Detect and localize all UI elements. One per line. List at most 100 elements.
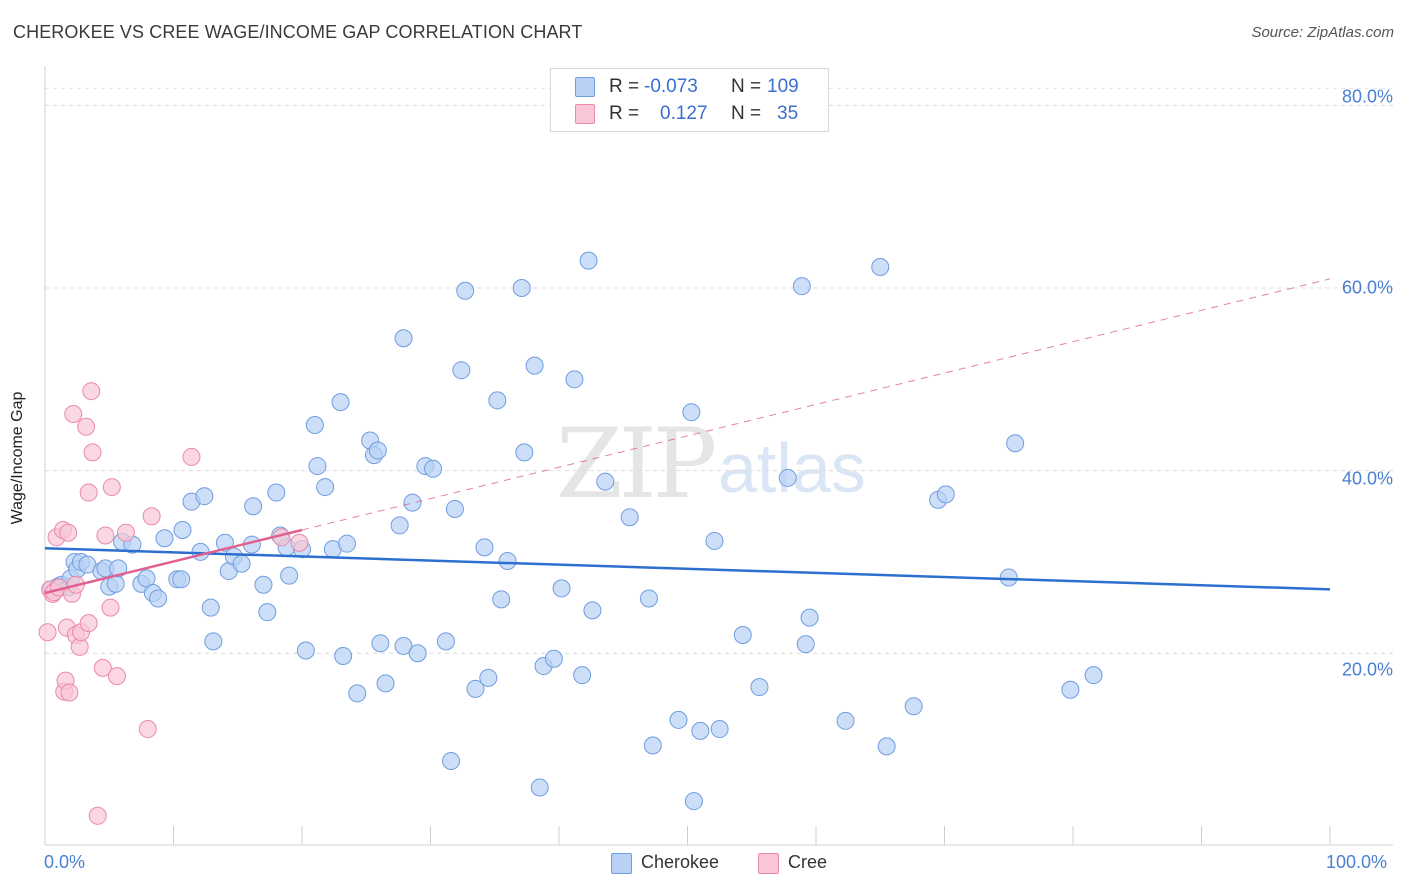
n-label: N = [731, 76, 762, 97]
cherokee-point [331, 393, 350, 412]
cherokee-point [530, 778, 549, 797]
cherokee-point [691, 721, 710, 740]
cherokee-point [442, 751, 461, 770]
cherokee-point [149, 589, 168, 608]
cherokee-point [308, 457, 327, 476]
cherokee-point [155, 529, 174, 548]
cree-legend-swatch [758, 853, 779, 874]
cherokee-point [376, 674, 395, 693]
cherokee-trend-line [44, 546, 1331, 591]
cree-point [107, 667, 126, 686]
cherokee-point [579, 251, 598, 270]
cherokee-point [796, 635, 815, 654]
cree-point [79, 614, 98, 633]
cree-trend-line-extension [301, 278, 1331, 531]
r-label: R = [609, 103, 640, 124]
cherokee-point [334, 646, 353, 665]
cree-point [83, 443, 102, 462]
cherokee-point [565, 370, 584, 389]
cherokee-point [267, 483, 286, 502]
cree-legend-label: Cree [788, 852, 828, 872]
cree-point [182, 447, 201, 466]
cherokee-point [368, 441, 387, 460]
cherokee-point [492, 590, 511, 609]
cherokee-point [390, 516, 409, 535]
cherokee-point [1061, 680, 1080, 699]
watermark-zip: ZIP [556, 408, 717, 520]
cherokee-point [195, 487, 214, 506]
cherokee-point [254, 575, 273, 594]
cherokee-point [280, 566, 299, 585]
cherokee-point [778, 468, 797, 487]
cherokee-point [172, 570, 191, 589]
cherokee-point [639, 589, 658, 608]
chart-title: CHEROKEE VS CREE WAGE/INCOME GAP CORRELA… [13, 22, 583, 42]
cherokee-point [705, 531, 724, 550]
n-value-cree: 35 [777, 103, 799, 124]
correlation-legend: R = -0.073 N = 109 R = 0.127 N = 35 [550, 68, 829, 132]
cherokee-legend-swatch [611, 853, 632, 874]
cherokee-point [800, 608, 819, 627]
cherokee-legend-label: Cherokee [641, 852, 720, 872]
cherokee-point [456, 281, 475, 300]
cherokee-point [836, 711, 855, 730]
cherokee-point [394, 636, 413, 655]
cherokee-point [583, 601, 602, 620]
cherokee-point [682, 403, 701, 422]
watermark-atlas: atlas [718, 429, 866, 507]
cree-point [93, 658, 112, 677]
cree-trend-line [44, 528, 303, 595]
cherokee-point [1084, 666, 1103, 685]
cherokee-point [573, 666, 592, 685]
cherokee-point [596, 472, 615, 491]
cree-point [116, 523, 135, 542]
cree-point [82, 382, 101, 401]
cree-point [101, 598, 120, 617]
cree-point [142, 507, 161, 526]
y-axis-label: Wage/Income Gap [9, 391, 26, 525]
cherokee-point [445, 499, 464, 518]
cherokee-point [792, 277, 811, 296]
r-label: R = [609, 76, 640, 97]
cherokee-point [552, 579, 571, 598]
cherokee-point [710, 720, 729, 739]
cree-point [96, 526, 115, 545]
cherokee-swatch [575, 77, 595, 97]
x-tick-label-max: 100.0% [1326, 852, 1388, 872]
cherokee-point [173, 520, 192, 539]
cherokee-point [204, 632, 223, 651]
cree-point [138, 720, 157, 739]
cherokee-point [750, 678, 769, 697]
cherokee-point [201, 598, 220, 617]
cherokee-point [936, 485, 955, 504]
cherokee-point [669, 710, 688, 729]
cherokee-point [479, 668, 498, 687]
cree-point [64, 405, 83, 424]
cherokee-point [466, 679, 485, 698]
cherokee-point [394, 329, 413, 348]
y-tick-label-60: 60.0% [1341, 277, 1393, 298]
y-tick-label-40: 40.0% [1341, 468, 1393, 489]
y-tick-label-20: 20.0% [1341, 659, 1393, 680]
cherokee-point [475, 538, 494, 557]
cherokee-point [337, 534, 356, 553]
cherokee-point [544, 649, 563, 668]
cherokee-point [999, 568, 1018, 587]
n-value-cherokee: 109 [767, 76, 799, 97]
cherokee-point [515, 443, 534, 462]
cree-point [88, 806, 107, 825]
cherokee-point [408, 644, 427, 663]
cherokee-point [403, 493, 422, 512]
cherokee-point [258, 603, 277, 622]
cherokee-point [498, 552, 517, 571]
cherokee-point [305, 415, 324, 434]
cree-point [77, 417, 96, 436]
cherokee-point [643, 736, 662, 755]
cherokee-point [877, 737, 896, 756]
cherokee-point [1006, 434, 1025, 453]
n-label: N = [731, 103, 762, 124]
cherokee-point [904, 697, 923, 716]
r-value-cherokee: -0.073 [644, 76, 698, 97]
cree-point [79, 483, 98, 502]
